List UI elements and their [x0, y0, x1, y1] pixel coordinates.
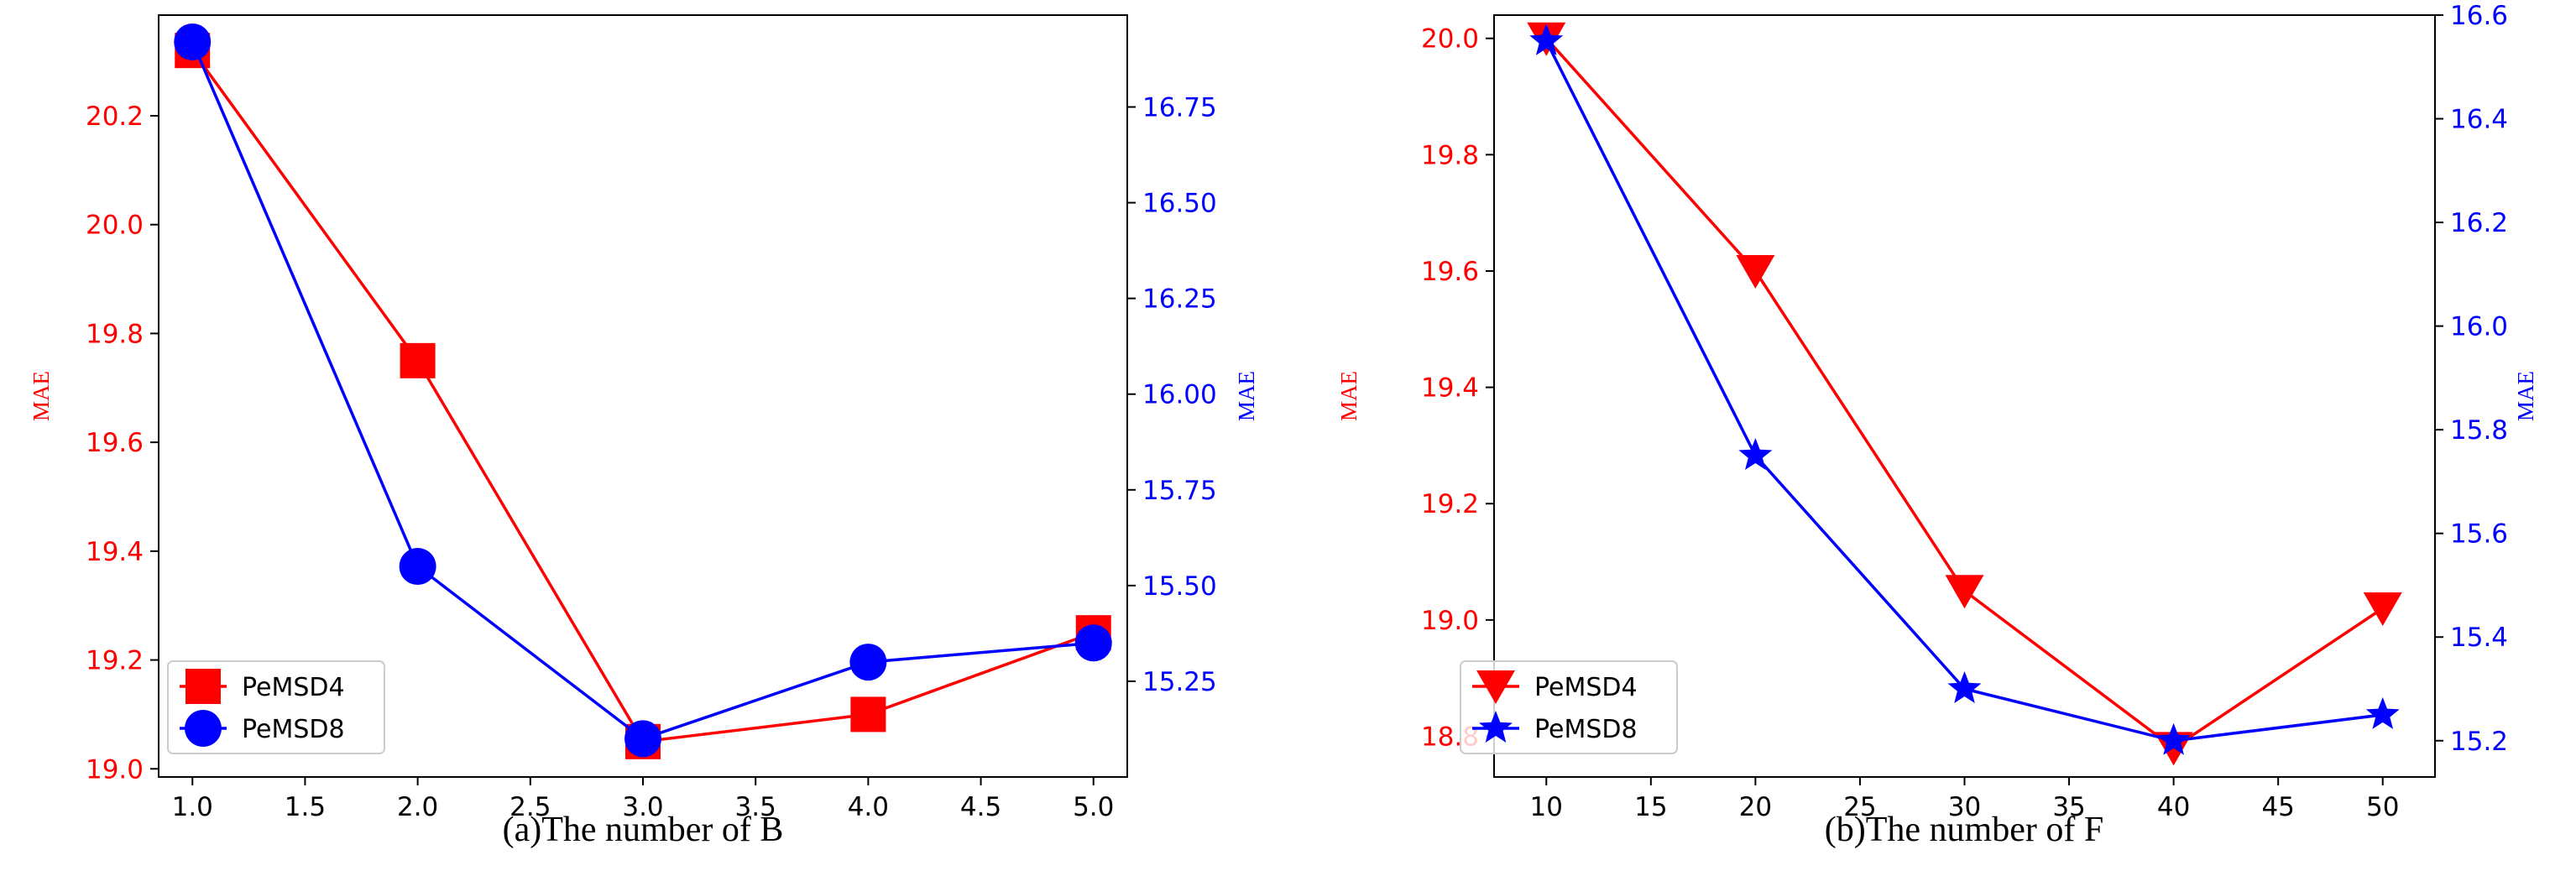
chart-a-left-tick-label: 19.0 — [86, 754, 144, 785]
chart-a-right-tick-label: 15.25 — [1142, 667, 1217, 697]
chart-b-x-tick-label: 20 — [1739, 792, 1772, 822]
chart-a-pemsd8-line — [191, 41, 1094, 741]
chart-b-x-tick-label: 15 — [1634, 792, 1667, 822]
chart-b-left-tick-label: 19.0 — [1421, 606, 1479, 636]
chart-a-right-tick-label: 15.50 — [1142, 571, 1217, 602]
chart-a-left-tick-label: 20.2 — [86, 102, 144, 132]
chart-a-legend-label: PeMSD8 — [242, 715, 345, 744]
chart-b-right-tick-label: 16.4 — [2450, 105, 2508, 135]
chart-b-legend-marker — [1476, 670, 1515, 704]
chart-a-legend-box — [167, 660, 385, 754]
chart-b-caption: (b)The number of F — [1825, 811, 2103, 849]
chart-a-x-tick-label: 1.5 — [285, 792, 326, 822]
chart-a-x-tick-label: 2.5 — [509, 792, 551, 822]
chart-b-pemsd8-point — [2156, 722, 2191, 755]
chart-b-left-tick-label: 20.0 — [1421, 24, 1479, 55]
chart-b-series-pemsd8 — [1529, 23, 2400, 755]
chart-a-x-tick-label: 3.5 — [735, 792, 776, 822]
chart-a-left-tick-label: 20.0 — [86, 211, 144, 241]
chart-b-pemsd8-point — [2365, 696, 2400, 729]
chart-a-right-tick-label: 16.25 — [1142, 284, 1217, 315]
chart-b-pemsd8-point — [1947, 671, 1982, 703]
chart-b-right-tick-label: 15.4 — [2450, 623, 2508, 653]
chart-a-x-tick-label: 5.0 — [1073, 792, 1114, 822]
chart-a-legend-marker — [185, 669, 221, 704]
chart-a-caption: (a)The number of B — [503, 811, 784, 849]
chart-a-legend: PeMSD4 PeMSD8 — [167, 660, 385, 754]
chart-b-right-axis-label: MAE — [2513, 371, 2538, 421]
chart-b-right-tick-label: 15.8 — [2450, 415, 2508, 446]
chart-a-series-pemsd4 — [175, 33, 1111, 759]
chart-b-left-tick-label: 19.4 — [1421, 373, 1479, 404]
chart-b-left-axis-label: MAE — [1336, 371, 1361, 421]
chart-a-pemsd8-point — [849, 644, 887, 681]
chart-a-pemsd8-point — [624, 720, 661, 758]
chart-a-x-tick-label: 3.0 — [622, 792, 663, 822]
chart-b-right-tick-label: 15.2 — [2450, 727, 2508, 757]
chart-b-right-tick-label: 16.0 — [2450, 312, 2508, 342]
chart-a-left-tick-label: 19.6 — [86, 428, 144, 458]
chart-b-x-tick-label: 25 — [1843, 792, 1876, 822]
chart-a: 1.0 1.5 2.0 2.5 3.0 3.5 4.0 4.5 5.0 19.0 19.2 19.4 1… — [29, 14, 1259, 849]
chart-a-x-tick-label: 4.0 — [848, 792, 889, 822]
chart-b-legend-label: PeMSD4 — [1534, 673, 1638, 702]
chart-b-x-tick-label: 45 — [2261, 792, 2294, 822]
chart-b-right-tick-label: 15.6 — [2450, 519, 2508, 550]
chart-a-series-pemsd8 — [174, 23, 1112, 758]
chart-b-x-tick-label: 50 — [2366, 792, 2399, 822]
chart-a-right-tick-label: 16.75 — [1142, 93, 1217, 123]
chart-b: 10 15 20 25 30 35 40 45 5018.819.019.219.419.619… — [1336, 1, 2538, 849]
chart-b-pemsd4-line — [1544, 37, 2384, 750]
chart-b-pemsd8-line — [1544, 40, 2383, 743]
chart-b-right-tick-label: 16.2 — [2450, 208, 2508, 238]
chart-a-left-axis-label: MAE — [29, 371, 54, 421]
chart-a-left-tick-label: 19.4 — [86, 537, 144, 567]
chart-b-x-tick-label: 30 — [1948, 792, 1981, 822]
chart-b-legend-box — [1460, 660, 1678, 754]
chart-b-pemsd4-point — [2363, 592, 2402, 626]
chart-b-legend-label: PeMSD8 — [1534, 715, 1638, 744]
chart-a-pemsd8-point — [174, 23, 212, 60]
chart-a-legend-marker — [185, 710, 222, 747]
chart-a-right-tick-label: 15.75 — [1142, 476, 1217, 506]
chart-a-right-axis-label: MAE — [1234, 371, 1259, 421]
chart-b-pemsd8-point — [1738, 438, 1773, 470]
chart-b-legend: PeMSD4 PeMSD8 — [1460, 660, 1678, 754]
chart-b-x-tick-label: 10 — [1530, 792, 1563, 822]
chart-b-pemsd8-point — [1529, 23, 1564, 55]
chart-a-pemsd4-point — [400, 342, 436, 378]
chart-b-left-tick-label: 19.8 — [1421, 140, 1479, 170]
chart-a-left-tick-label: 19.8 — [86, 319, 144, 349]
chart-a-x-tick-label: 1.0 — [172, 792, 213, 822]
chart-b-pemsd4-point — [1945, 575, 1984, 609]
chart-b-left-tick-label: 19.6 — [1421, 257, 1479, 287]
chart-a-legend-label: PeMSD4 — [242, 673, 345, 702]
chart-a-pemsd4-point — [850, 696, 886, 733]
chart-b-x-tick-label: 40 — [2157, 792, 2190, 822]
chart-b-left-tick-label: 19.2 — [1421, 489, 1479, 519]
chart-b-series-pemsd4 — [1527, 22, 2402, 766]
chart-b-x-tick-label: 35 — [2052, 792, 2085, 822]
chart-a-x-tick-label: 2.0 — [397, 792, 438, 822]
chart-a-pemsd8-point — [399, 548, 436, 586]
chart-a-x-tick-label: 4.5 — [960, 792, 1001, 822]
chart-a-right-tick-label: 16.00 — [1142, 380, 1217, 410]
chart-b-legend-marker — [1479, 711, 1513, 743]
chart-a-pemsd4-line — [191, 50, 1095, 743]
chart-a-left-tick-label: 19.2 — [86, 646, 144, 676]
chart-b-pemsd4-point — [1736, 254, 1775, 289]
chart-b-right-tick-label: 16.6 — [2450, 1, 2508, 31]
chart-a-pemsd8-point — [1074, 624, 1112, 662]
chart-a-right-tick-label: 16.50 — [1142, 189, 1217, 219]
